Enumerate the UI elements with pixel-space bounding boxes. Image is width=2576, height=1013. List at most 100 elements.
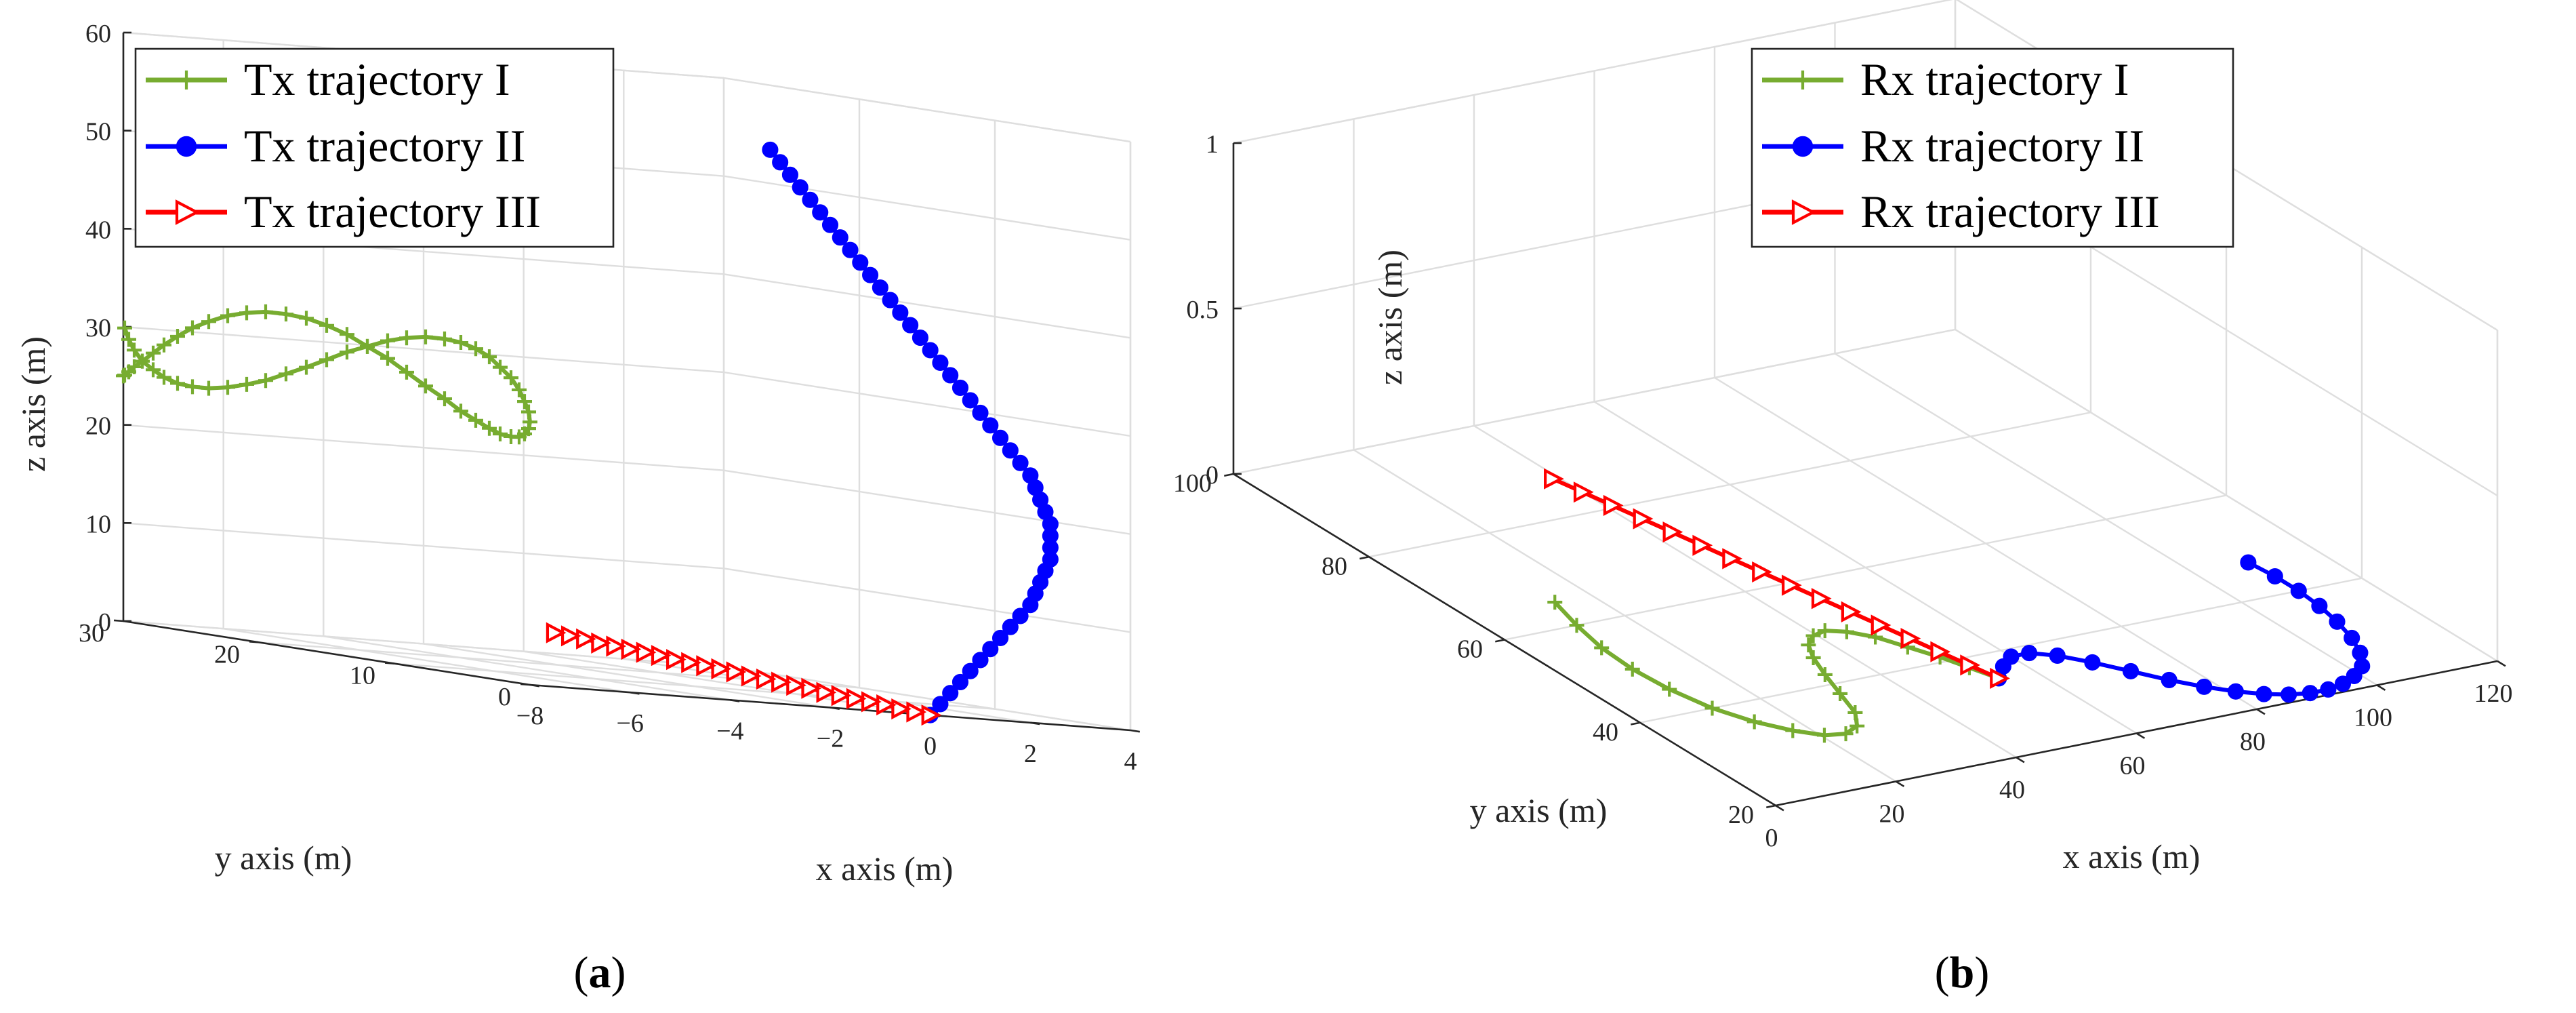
grid-floor-y-3	[1368, 412, 2091, 558]
series-2-point-11	[756, 668, 777, 690]
panel-b-x-axis-label: x axis (m)	[2063, 837, 2201, 875]
y-tick-3	[113, 619, 124, 622]
z-tick-label-1: 10	[85, 510, 111, 538]
series-1-point-21	[2290, 582, 2307, 599]
series-2-group	[1544, 468, 2010, 690]
series-1-point-6	[2122, 662, 2140, 679]
series-1-point-6	[982, 641, 999, 658]
series-0-point-21	[437, 391, 452, 407]
series-0-point-23	[468, 412, 483, 428]
series-1-group	[762, 141, 1059, 723]
series-1-point-26	[972, 404, 989, 421]
series-0-point-5	[1704, 700, 1720, 716]
x-tick-label-1: −6	[616, 709, 643, 738]
x-tick-label-4: 0	[924, 732, 937, 761]
series-0-point-44	[340, 344, 354, 360]
caption-a-letter: a	[589, 948, 611, 997]
series-1-point-22	[1012, 454, 1029, 471]
series-2-point-1	[1960, 654, 1981, 676]
series-1-point-28	[952, 379, 969, 396]
series-2-point-4	[861, 691, 882, 713]
series-2-point-15	[696, 655, 717, 677]
series-1-point-13	[2320, 681, 2337, 698]
series-1-point-21	[1022, 467, 1039, 484]
series-0-point-42	[380, 333, 395, 349]
x-tick-label-6: 120	[2474, 679, 2513, 708]
series-1-point-40	[832, 229, 849, 246]
series-1-point-37	[862, 266, 879, 283]
series-0-point-16	[1805, 628, 1821, 643]
series-1-point-31	[922, 342, 939, 359]
series-1-point-9	[2227, 683, 2244, 700]
series-2-point-6	[831, 685, 852, 707]
series-0-point-38	[453, 335, 468, 351]
legend-item-rx-trajectory-iii: Rx trajectory III	[1762, 186, 2160, 237]
legend-swatch-marker-1	[1792, 136, 1814, 157]
y-tick-label-1: 10	[350, 662, 375, 690]
series-0-point-36	[482, 349, 497, 365]
legend-label-tx-trajectory-i: Tx trajectory I	[244, 54, 510, 105]
grid-sidewall-z-5	[723, 175, 1131, 241]
z-tick-label-0: 0	[98, 608, 111, 637]
series-0-point-10	[220, 308, 235, 323]
series-0-point-33	[512, 382, 527, 397]
x-tick-label-0: −8	[516, 702, 544, 730]
panel-b-z-axis-label: z axis (m)	[1371, 250, 1409, 385]
series-2-point-11	[1662, 521, 1683, 543]
grid-sidewall-z-2	[723, 469, 1131, 535]
x-tick-6	[1130, 729, 1141, 733]
series-1-point-1	[932, 696, 949, 713]
x-tick-0	[1775, 804, 1784, 812]
series-1-point-3	[952, 673, 969, 690]
y-tick-label-4: 100	[1173, 469, 1212, 498]
series-1-point-39	[842, 241, 859, 258]
series-1-point-11	[2281, 686, 2297, 703]
series-0-point-49	[239, 376, 254, 392]
series-2-point-5	[846, 688, 867, 709]
y-tick-label-3: 30	[79, 619, 104, 648]
series-0-point-12	[1833, 686, 1848, 701]
series-0-point-20	[418, 378, 433, 394]
series-1-point-4	[2049, 647, 2066, 664]
series-2-point-22	[591, 632, 611, 654]
y-tick-2	[1495, 639, 1505, 643]
series-1-point-23	[1002, 442, 1019, 459]
legend-swatch-marker-0	[177, 71, 196, 90]
series-0-point-14	[1805, 650, 1821, 666]
x-tick-label-2: 40	[1999, 776, 2025, 804]
panel-a-z-axis-label: z axis (m)	[14, 336, 52, 472]
legend-swatch-marker-2	[1791, 199, 1816, 225]
grid-sidewall-z-0	[723, 665, 1131, 732]
x-tick-1	[1895, 780, 1905, 787]
series-0-point-13	[1817, 667, 1833, 682]
caption-b-open: (	[1935, 948, 1950, 997]
series-0-point-18	[380, 351, 395, 366]
series-0-line	[1553, 601, 2000, 738]
series-1-point-8	[1002, 618, 1019, 635]
series-1-point-10	[2255, 686, 2272, 702]
series-0-point-51	[201, 380, 216, 396]
grid-sidewall-z-0	[1955, 328, 2498, 662]
x-tick-label-1: 20	[1879, 800, 1905, 829]
x-tick-label-2: −4	[716, 717, 743, 745]
series-2-point-14	[1573, 481, 1594, 503]
caption-a: (a)	[574, 948, 626, 997]
x-tick-0	[529, 683, 540, 688]
grid-backwall-z-0	[1233, 328, 1956, 475]
legend-label-rx-trajectory-iii: Rx trajectory III	[1860, 186, 2160, 237]
y-tick-1	[384, 662, 395, 664]
series-0-point-31	[521, 404, 536, 420]
caption-a-open: (	[574, 948, 589, 997]
series-2-point-13	[726, 661, 747, 683]
series-0-point-8	[185, 320, 200, 336]
z-tick-label-1: 0.5	[1187, 296, 1219, 324]
series-1-point-2	[942, 685, 959, 702]
series-2-point-4	[1870, 614, 1892, 636]
series-2-point-10	[1692, 534, 1713, 556]
series-1-point-5	[2084, 654, 2101, 671]
series-0-point-53	[170, 376, 185, 391]
legend-label-tx-trajectory-ii: Tx trajectory II	[244, 120, 525, 172]
series-1-point-30	[932, 354, 949, 372]
grid-sidewall-z-4	[723, 273, 1131, 339]
series-1-line	[1997, 560, 2365, 697]
